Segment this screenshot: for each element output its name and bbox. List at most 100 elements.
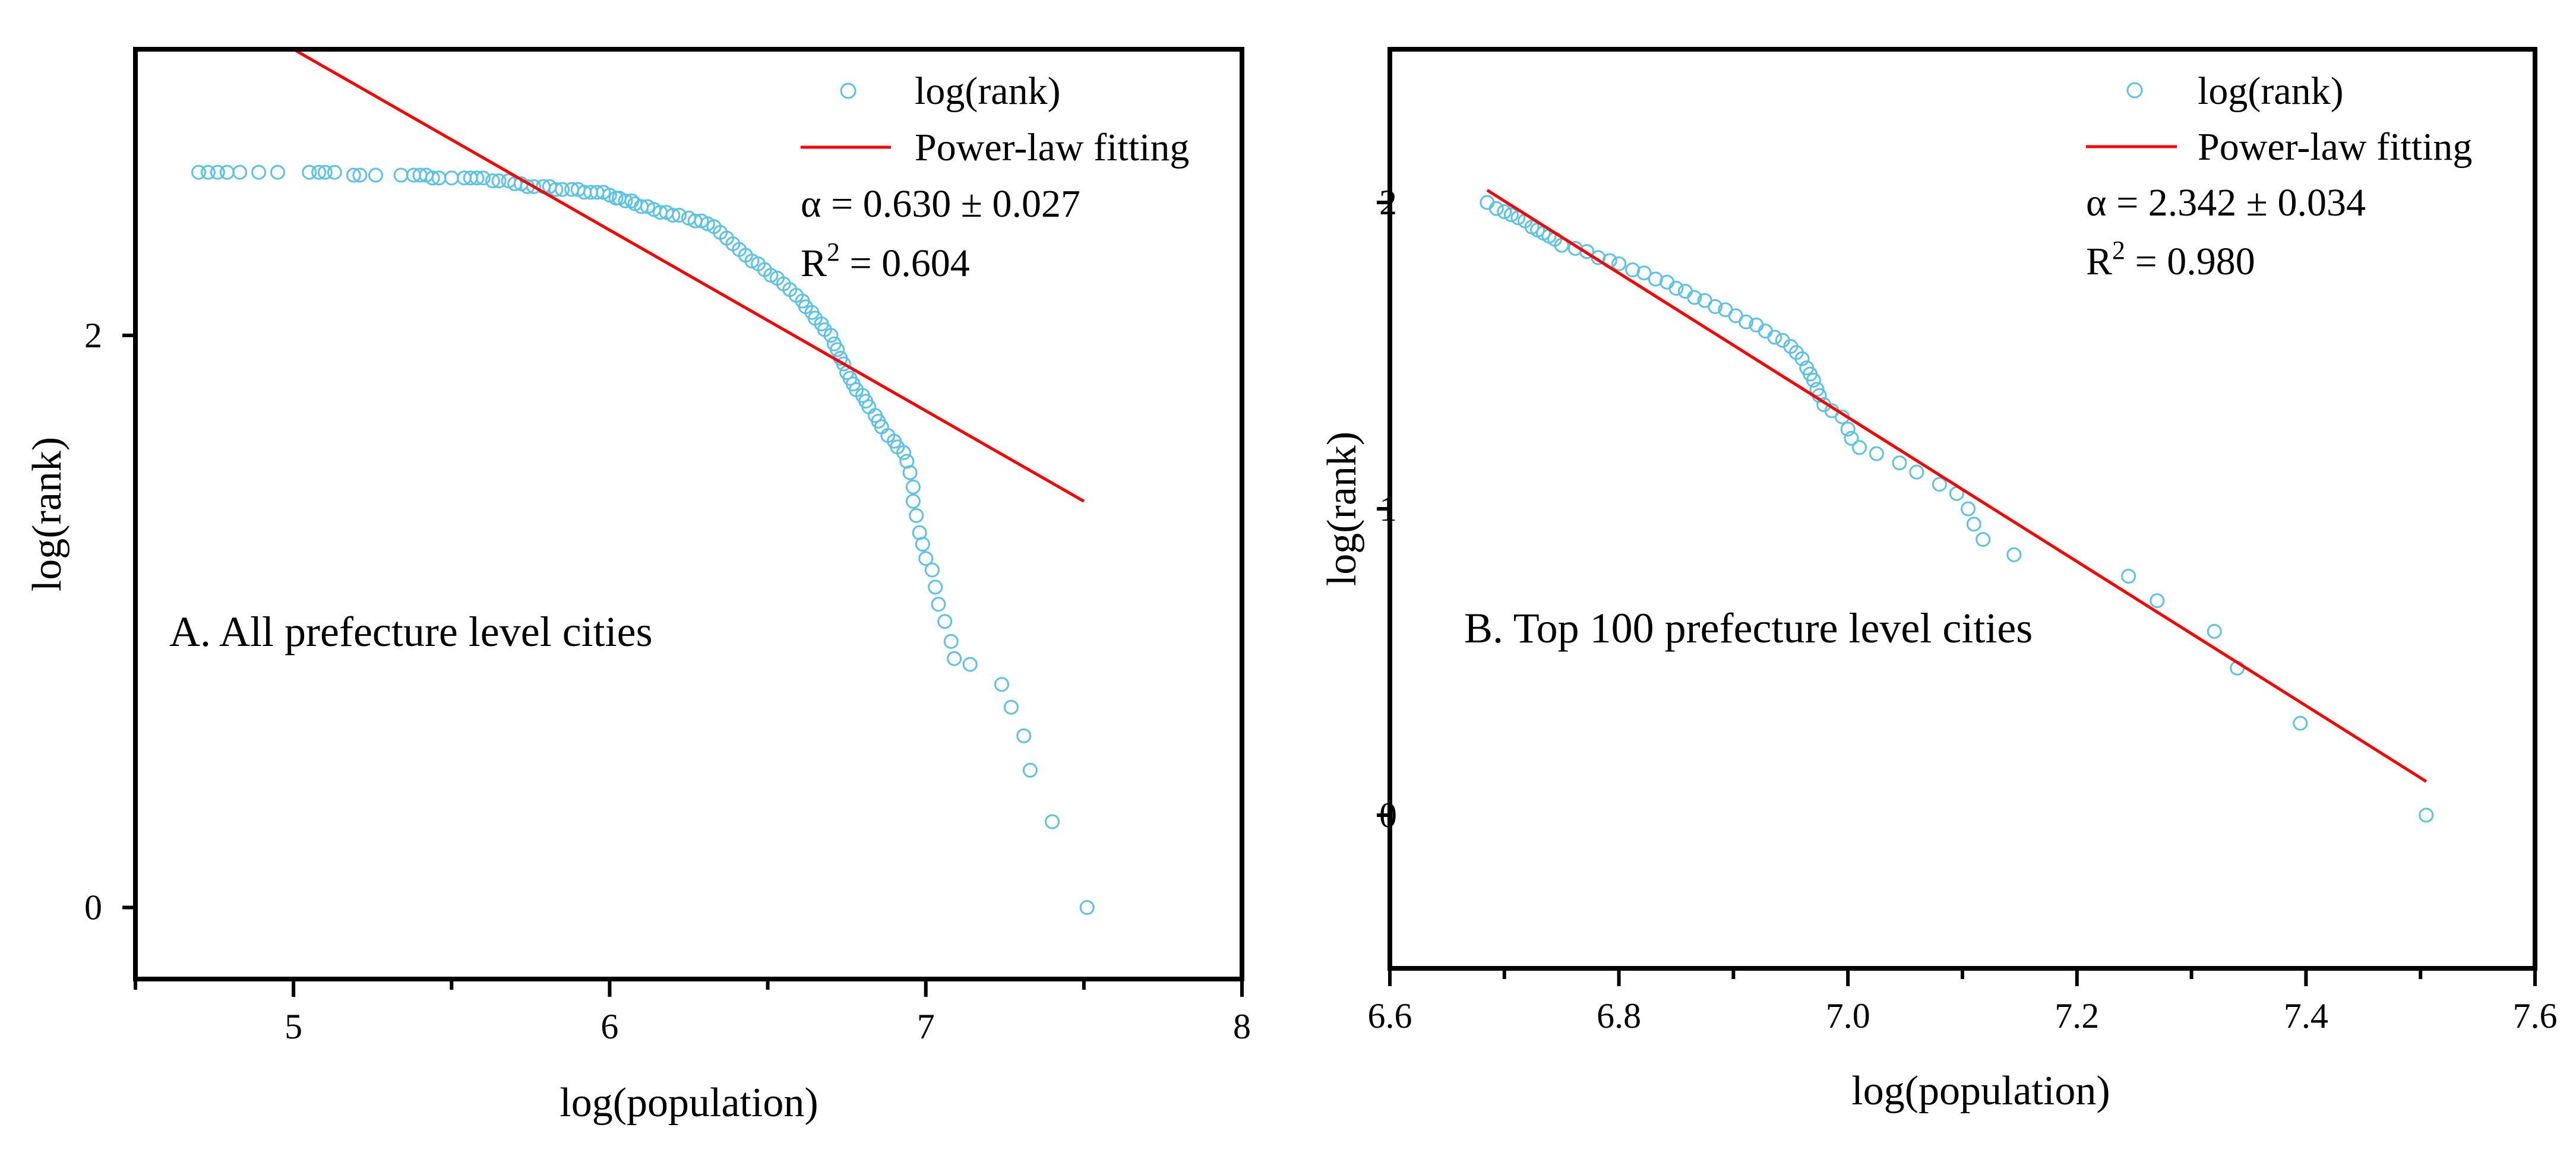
panel-b-scatter-point — [2121, 569, 2136, 584]
panel-a-scatter-point — [962, 657, 978, 672]
panel-a-x-tick-label: 6 — [600, 1007, 618, 1046]
panel-b-scatter-point — [1660, 274, 1675, 290]
panel-a-scatter-point — [902, 465, 918, 480]
panel-b-scatter-point — [2150, 593, 2165, 609]
panel-a-scatter-point — [924, 562, 940, 578]
panel-a-scatter-point — [1003, 699, 1019, 715]
panel-b-y-axis-label: log(rank) — [1319, 432, 1365, 586]
panel-b-fit-stats: α = 2.342 ± 0.034 R2 = 0.980 — [2086, 181, 2366, 283]
panel-a-legend-label-fit: Power-law fitting — [915, 126, 1189, 169]
panel-b-x-ticks: 6.6 6.8 7.0 7.2 7.4 7.6 — [1368, 968, 2558, 1035]
panel-a-scatter-point — [947, 651, 962, 666]
panel-a-scatter-point — [491, 173, 507, 189]
panel-a-fit-layer — [292, 47, 1085, 503]
panel-b-scatter-point — [1767, 330, 1782, 345]
panel-b-scatter-series — [1480, 195, 2434, 823]
panel-a-r2-superscript: 2 — [827, 237, 840, 267]
panel-a-scatter-point — [918, 551, 934, 566]
panel-a-alpha-text: α = 0.630 ± 0.027 — [801, 182, 1080, 226]
panel-b-legend-label-scatter: log(rank) — [2198, 69, 2344, 113]
panel-a-y-tick-label: 2 — [84, 316, 102, 355]
panel-b-r2-text: R2 = 0.980 — [2086, 236, 2255, 283]
panel-b-scatter-point — [1852, 440, 1867, 455]
panel-a-legend-label-scatter: log(rank) — [915, 69, 1061, 113]
panel-b-scatter-point — [1840, 422, 1856, 437]
panel-a-scatter-point — [485, 173, 500, 189]
panel-b-scatter-point — [1869, 446, 1884, 461]
panel-b-scatter-point — [2293, 715, 2308, 731]
panel-a-annotation: A. All prefecture level cities — [169, 608, 653, 655]
panel-b-x-tick-label: 6.6 — [1368, 996, 1412, 1035]
panel-b-scatter-point — [2006, 547, 2022, 562]
panel-b-scatter-point — [1806, 372, 1821, 388]
panel-a-x-ticks: 5 6 7 8 — [134, 979, 1251, 1046]
panel-a-scatter-point — [830, 342, 845, 357]
panel-b-y-tick-label: 1 — [1379, 489, 1397, 528]
panel-a-scatter-point — [665, 208, 681, 223]
panel-b-scatter-point — [1932, 477, 1947, 492]
panel-a-y-tick-label: 0 — [84, 888, 102, 927]
panel-a-scatter-point — [994, 677, 1009, 692]
panel-b-r2-value: = 0.980 — [2125, 240, 2255, 283]
panel-b-y-tick-label: 2 — [1379, 183, 1397, 222]
panel-b-x-tick-label: 7.4 — [2284, 996, 2328, 1035]
panel-a-scatter-point — [368, 167, 383, 183]
panel-a-scatter-point — [469, 170, 485, 186]
panel-b-scatter-point — [1480, 195, 1495, 210]
panel-b-r2-superscript: 2 — [2112, 236, 2125, 265]
panel-a-scatter-point — [219, 164, 235, 180]
panel-a-scatter-point — [476, 170, 491, 186]
panel-a-scatter-point — [444, 170, 459, 186]
panel-a-x-tick-label: 8 — [1233, 1007, 1251, 1046]
panel-b-y-ticks: 0 1 2 — [1377, 183, 1397, 835]
panel-a-scatter-point — [548, 182, 564, 197]
panel-b-x-tick-label: 7.2 — [2055, 996, 2099, 1035]
panel-b-scatter-point — [1892, 455, 1907, 471]
panel-a-fit-line — [292, 47, 1085, 503]
panel-b-scatter-point — [1579, 244, 1595, 259]
panel-a-scatter-point — [1016, 728, 1032, 743]
panel-a-scatter-point — [896, 445, 911, 460]
panel-b-scatter-point — [1687, 290, 1702, 305]
panel-a-scatter-point — [317, 164, 333, 180]
panel-a-scatter-point — [346, 167, 361, 183]
panel-a-scatter-point — [1045, 814, 1060, 829]
panel-a-y-axis-label: log(rank) — [24, 437, 70, 591]
panel-b-scatter-point — [2419, 807, 2434, 823]
panel-b-x-tick-label: 6.8 — [1597, 996, 1641, 1035]
panel-a-scatter-point — [823, 328, 839, 343]
panel-a-scatter-point — [672, 208, 687, 223]
panel-a-scatter-point — [836, 356, 851, 372]
panel-a-scatter-point — [909, 508, 924, 523]
panel-b-scatter-point — [1844, 430, 1859, 446]
panel-a-scatter-point — [931, 597, 946, 612]
panel-a-plot-frame — [133, 47, 1244, 981]
panel-b-scatter-point — [1809, 382, 1825, 397]
panel-b-scatter-point — [1961, 501, 1976, 517]
panel-a-scatter-point — [311, 164, 327, 180]
panel-a-scatter-point — [352, 167, 368, 183]
panel-b-alpha-text: α = 2.342 ± 0.034 — [2086, 181, 2366, 224]
panel-b-scatter-point — [2207, 623, 2222, 639]
panel-a-legend: log(rank) Power-law fitting — [801, 69, 1189, 169]
panel-a-fit-stats: α = 0.630 ± 0.027 R2 = 0.604 — [801, 182, 1080, 285]
panel-a-scatter-point — [943, 633, 959, 649]
panel-a-scatter-point — [200, 164, 216, 180]
panel-a-scatter-point — [526, 179, 542, 194]
panel-b-scatter-point — [1636, 265, 1652, 281]
panel-a-scatter-point — [905, 493, 921, 509]
panel-b-legend: log(rank) Power-law fitting — [2086, 69, 2472, 169]
panel-b-r2-prefix: R — [2086, 240, 2112, 283]
panel-a-scatter-point — [1022, 762, 1038, 778]
panel-a-scatter-point — [555, 182, 570, 197]
panel-a-scatter-point — [393, 167, 409, 183]
panel-a-x-axis-label: log(population) — [560, 1080, 818, 1126]
panel-a-scatter-point — [270, 164, 285, 180]
panel-b-scatter-point — [1497, 204, 1512, 219]
panel-b-scatter-point — [1966, 517, 1981, 532]
panel-b-fit-line — [1486, 189, 2428, 783]
panel-a-scatter-point — [1079, 900, 1095, 915]
panel-a-x-tick-label: 5 — [285, 1007, 302, 1046]
panel-a-legend-marker-scatter — [840, 83, 856, 99]
